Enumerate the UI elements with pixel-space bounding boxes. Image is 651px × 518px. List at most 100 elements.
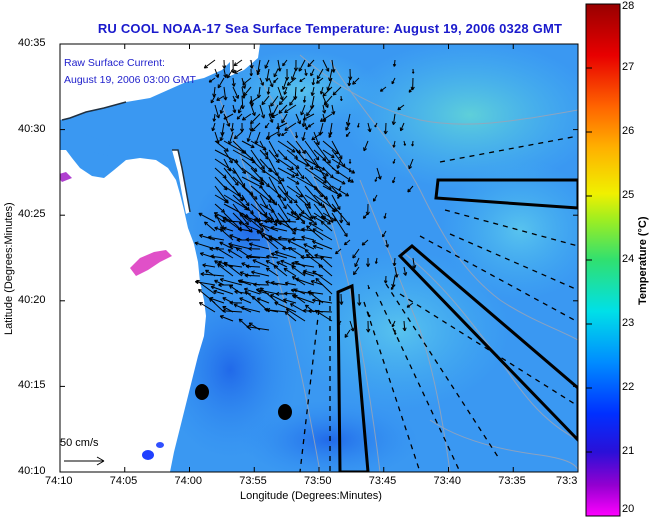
- current-vector-head: [294, 157, 298, 159]
- current-vector: [246, 265, 261, 268]
- current-vector: [323, 95, 333, 106]
- current-vector-head: [332, 91, 335, 96]
- current-vector: [274, 251, 297, 259]
- land-northern-shore: [60, 44, 240, 120]
- current-vector-head: [291, 237, 296, 240]
- current-vector: [295, 113, 301, 125]
- current-vector-head: [279, 97, 283, 101]
- current-vector-head: [228, 160, 233, 164]
- current-vector: [259, 158, 272, 173]
- current-vector: [271, 253, 288, 259]
- current-vector-head: [358, 302, 362, 306]
- current-vector: [223, 140, 246, 154]
- current-vector: [352, 77, 360, 85]
- current-vector-head: [307, 124, 310, 128]
- current-vector: [219, 241, 234, 250]
- current-vector: [247, 131, 252, 142]
- cold-spot: [142, 450, 154, 460]
- current-vector: [282, 59, 288, 67]
- current-vector-head: [300, 211, 305, 215]
- current-vector: [220, 131, 225, 141]
- colorbar-tick-label: 21: [622, 445, 635, 457]
- current-vector-head: [219, 109, 222, 114]
- current-vector-head: [322, 92, 325, 97]
- current-vector: [277, 86, 284, 101]
- current-vector-head: [338, 156, 343, 160]
- current-vector-head: [268, 170, 272, 173]
- current-vector: [391, 77, 396, 85]
- current-vector-head: [299, 79, 302, 82]
- current-vector-head: [273, 265, 278, 267]
- current-vector-head: [209, 246, 214, 250]
- current-vector-head: [328, 77, 331, 82]
- current-vector: [313, 131, 320, 146]
- current-vector-head: [244, 287, 248, 290]
- current-vector-head: [227, 168, 231, 172]
- current-vector-head: [309, 167, 314, 171]
- current-vector-head: [284, 109, 287, 113]
- current-vector-head: [208, 79, 211, 83]
- current-vector-head: [233, 69, 237, 74]
- current-vector-head: [302, 116, 306, 121]
- current-vector: [286, 308, 306, 322]
- current-vector: [331, 176, 346, 185]
- x-axis-label: Longitude (Degrees:Minutes): [240, 490, 382, 502]
- current-vector-head: [219, 137, 222, 141]
- current-vector: [268, 212, 278, 226]
- current-vector-head: [319, 91, 322, 95]
- current-vector: [259, 140, 269, 156]
- current-vector: [310, 68, 315, 77]
- current-vector: [306, 225, 324, 241]
- current-vector-head: [392, 262, 395, 267]
- current-vector-head: [252, 295, 256, 298]
- current-vector: [408, 86, 414, 93]
- current-vector-head: [315, 277, 320, 280]
- current-vector-head: [293, 227, 298, 230]
- current-vector: [304, 68, 307, 76]
- current-vector: [311, 95, 315, 109]
- current-vector: [259, 185, 275, 204]
- current-vector-head: [284, 311, 289, 313]
- current-vector: [320, 221, 333, 232]
- current-vector: [298, 59, 306, 72]
- current-vector-head: [211, 127, 213, 131]
- current-vector-head: [238, 227, 242, 230]
- current-vector: [214, 140, 229, 152]
- current-vector: [232, 185, 244, 202]
- current-vector-head: [244, 222, 249, 226]
- current-vector-head: [209, 248, 214, 252]
- current-vector: [196, 279, 216, 295]
- current-vector: [277, 185, 293, 204]
- current-vector: [345, 122, 351, 131]
- current-vector: [331, 212, 348, 237]
- current-vector: [200, 273, 225, 277]
- current-vector: [274, 301, 297, 313]
- current-vector: [214, 176, 228, 191]
- current-vector: [264, 59, 270, 69]
- current-vector: [393, 140, 396, 148]
- current-vector: [241, 176, 263, 189]
- current-vector-head: [239, 212, 244, 215]
- current-vector: [322, 203, 334, 223]
- current-vector: [259, 194, 268, 209]
- current-vector: [241, 203, 254, 214]
- current-vector-head: [374, 261, 377, 264]
- current-vector: [295, 167, 305, 180]
- current-vector-head: [249, 99, 252, 104]
- current-vector-head: [269, 119, 273, 123]
- current-vector: [313, 158, 327, 180]
- current-vector: [295, 278, 315, 286]
- current-vector: [304, 140, 320, 161]
- current-vector-head: [393, 332, 396, 335]
- current-vector: [313, 194, 338, 212]
- current-vector-head: [212, 93, 215, 98]
- current-vector-head: [212, 118, 215, 122]
- current-vector: [261, 95, 270, 106]
- current-vector: [373, 194, 378, 202]
- current-vector-head: [295, 167, 300, 169]
- current-vector: [259, 203, 275, 213]
- current-vector: [286, 194, 298, 204]
- current-vector-head: [222, 65, 225, 69]
- warm-water-patch: [340, 44, 578, 190]
- current-vector: [268, 149, 280, 164]
